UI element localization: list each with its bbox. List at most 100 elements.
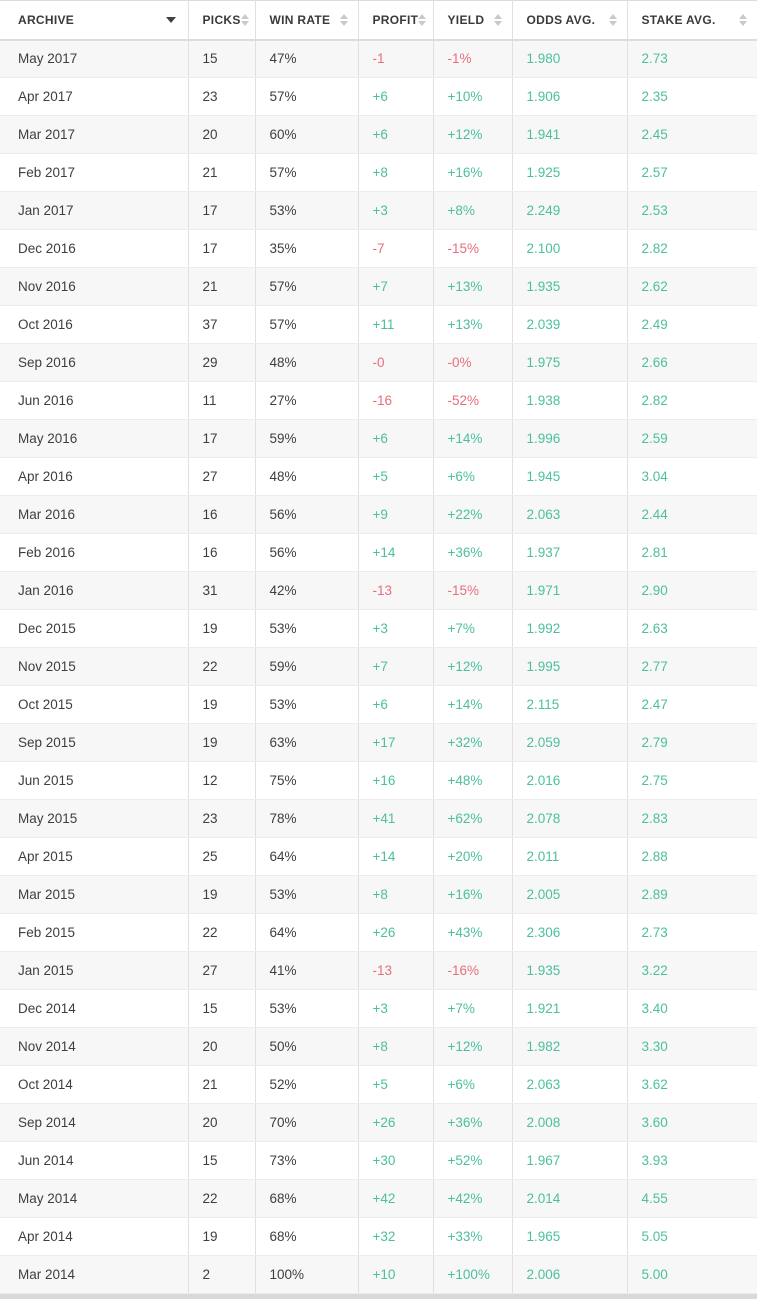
stake-avg-cell: 2.57	[627, 153, 757, 192]
picks-cell: 25	[188, 837, 256, 876]
picks-cell: 15	[188, 1141, 256, 1180]
odds-avg-cell: 2.063	[512, 495, 628, 534]
archive-month-row[interactable]: Sep 2015 19 63% +17 +32% 2.059 2.79	[0, 723, 757, 762]
archive-month-row[interactable]: Jun 2014 15 73% +30 +52% 1.967 3.93	[0, 1141, 757, 1180]
archive-cell: Jan 2016	[0, 571, 189, 610]
archive-month-row[interactable]: Oct 2015 19 53% +6 +14% 2.115 2.47	[0, 685, 757, 724]
archive-month-row[interactable]: Nov 2014 20 50% +8 +12% 1.982 3.30	[0, 1027, 757, 1066]
stake-avg-cell: 2.83	[627, 799, 757, 838]
win-rate-cell: 27%	[255, 381, 359, 420]
profit-cell: -13	[358, 951, 434, 990]
odds-avg-cell: 2.249	[512, 191, 628, 230]
odds-avg-cell: 1.975	[512, 343, 628, 382]
archive-cell: Oct 2015	[0, 685, 189, 724]
archive-cell: Mar 2016	[0, 495, 189, 534]
stake-avg-cell: 2.75	[627, 761, 757, 800]
stake-avg-cell: 2.63	[627, 609, 757, 648]
odds-avg-cell: 1.967	[512, 1141, 628, 1180]
yield-cell: +7%	[433, 989, 513, 1028]
stake-avg-cell: 3.93	[627, 1141, 757, 1180]
odds-avg-cell: 1.980	[512, 39, 628, 78]
archive-month-row[interactable]: Dec 2014 15 53% +3 +7% 1.921 3.40	[0, 989, 757, 1028]
profit-cell: +3	[358, 191, 434, 230]
stake-avg-cell: 5.00	[627, 1255, 757, 1294]
archive-month-row[interactable]: Feb 2015 22 64% +26 +43% 2.306 2.73	[0, 913, 757, 952]
archive-month-row[interactable]: May 2017 15 47% -1 -1% 1.980 2.73	[0, 39, 757, 78]
archive-month-row[interactable]: Jun 2016 11 27% -16 -52% 1.938 2.82	[0, 381, 757, 420]
win-rate-cell: 75%	[255, 761, 359, 800]
picks-cell: 23	[188, 799, 256, 838]
column-header-picks[interactable]: PICKS	[188, 0, 256, 41]
archive-cell: Oct 2014	[0, 1065, 189, 1104]
stake-avg-cell: 4.55	[627, 1179, 757, 1218]
archive-month-row[interactable]: May 2014 22 68% +42 +42% 2.014 4.55	[0, 1179, 757, 1218]
archive-month-row[interactable]: Dec 2015 19 53% +3 +7% 1.992 2.63	[0, 609, 757, 648]
column-header-odds-avg[interactable]: ODDS AVG.	[512, 0, 628, 41]
stake-avg-cell: 2.44	[627, 495, 757, 534]
column-header-yield[interactable]: YIELD	[433, 0, 513, 41]
picks-cell: 31	[188, 571, 256, 610]
archive-month-row[interactable]: Mar 2017 20 60% +6 +12% 1.941 2.45	[0, 115, 757, 154]
archive-month-row[interactable]: Jan 2016 31 42% -13 -15% 1.971 2.90	[0, 571, 757, 610]
win-rate-cell: 53%	[255, 875, 359, 914]
yield-cell: -1%	[433, 39, 513, 78]
archive-month-row[interactable]: May 2016 17 59% +6 +14% 1.996 2.59	[0, 419, 757, 458]
yield-cell: +12%	[433, 1027, 513, 1066]
win-rate-cell: 47%	[255, 39, 359, 78]
yield-cell: -52%	[433, 381, 513, 420]
yield-cell: -0%	[433, 343, 513, 382]
profit-cell: +42	[358, 1179, 434, 1218]
picks-cell: 21	[188, 267, 256, 306]
odds-avg-cell: 2.059	[512, 723, 628, 762]
profit-cell: -7	[358, 229, 434, 268]
column-header-profit[interactable]: PROFIT	[358, 0, 434, 41]
profit-cell: +41	[358, 799, 434, 838]
picks-cell: 21	[188, 153, 256, 192]
archive-month-row[interactable]: Nov 2016 21 57% +7 +13% 1.935 2.62	[0, 267, 757, 306]
archive-month-row[interactable]: Sep 2016 29 48% -0 -0% 1.975 2.66	[0, 343, 757, 382]
win-rate-cell: 70%	[255, 1103, 359, 1142]
yield-cell: +16%	[433, 875, 513, 914]
profit-cell: +6	[358, 115, 434, 154]
archive-month-row[interactable]: Mar 2014 2 100% +10 +100% 2.006 5.00	[0, 1255, 757, 1294]
archive-month-row[interactable]: Feb 2017 21 57% +8 +16% 1.925 2.57	[0, 153, 757, 192]
stake-avg-cell: 2.45	[627, 115, 757, 154]
archive-month-row[interactable]: Jan 2017 17 53% +3 +8% 2.249 2.53	[0, 191, 757, 230]
sort-descending-icon	[165, 16, 176, 23]
archive-month-row[interactable]: Apr 2015 25 64% +14 +20% 2.011 2.88	[0, 837, 757, 876]
picks-cell: 15	[188, 39, 256, 78]
sort-toggle-icon	[418, 13, 427, 26]
odds-avg-cell: 1.971	[512, 571, 628, 610]
profit-cell: +5	[358, 457, 434, 496]
archive-month-row[interactable]: Dec 2016 17 35% -7 -15% 2.100 2.82	[0, 229, 757, 268]
archive-cell: Oct 2016	[0, 305, 189, 344]
archive-month-row[interactable]: Feb 2016 16 56% +14 +36% 1.937 2.81	[0, 533, 757, 572]
archive-month-row[interactable]: Sep 2014 20 70% +26 +36% 2.008 3.60	[0, 1103, 757, 1142]
archive-month-row[interactable]: Apr 2014 19 68% +32 +33% 1.965 5.05	[0, 1217, 757, 1256]
archive-month-row[interactable]: Jun 2015 12 75% +16 +48% 2.016 2.75	[0, 761, 757, 800]
archive-month-row[interactable]: Mar 2015 19 53% +8 +16% 2.005 2.89	[0, 875, 757, 914]
archive-month-row[interactable]: Oct 2016 37 57% +11 +13% 2.039 2.49	[0, 305, 757, 344]
column-header-stake-avg[interactable]: STAKE AVG.	[627, 0, 757, 41]
column-label-yield: YIELD	[447, 12, 485, 27]
archive-month-row[interactable]: May 2015 23 78% +41 +62% 2.078 2.83	[0, 799, 757, 838]
profit-cell: +3	[358, 609, 434, 648]
win-rate-cell: 73%	[255, 1141, 359, 1180]
archive-month-row[interactable]: Apr 2017 23 57% +6 +10% 1.906 2.35	[0, 77, 757, 116]
column-header-win-rate[interactable]: WIN RATE	[255, 0, 359, 41]
odds-avg-cell: 2.306	[512, 913, 628, 952]
archive-month-row[interactable]: Oct 2014 21 52% +5 +6% 2.063 3.62	[0, 1065, 757, 1104]
archive-month-row[interactable]: Mar 2016 16 56% +9 +22% 2.063 2.44	[0, 495, 757, 534]
picks-cell: 16	[188, 495, 256, 534]
odds-avg-cell: 1.921	[512, 989, 628, 1028]
profit-cell: +11	[358, 305, 434, 344]
archive-month-row[interactable]: Apr 2016 27 48% +5 +6% 1.945 3.04	[0, 457, 757, 496]
archive-month-row[interactable]: Nov 2015 22 59% +7 +12% 1.995 2.77	[0, 647, 757, 686]
column-header-archive[interactable]: ARCHIVE	[0, 0, 189, 41]
profit-cell: +32	[358, 1217, 434, 1256]
win-rate-cell: 63%	[255, 723, 359, 762]
odds-avg-cell: 1.925	[512, 153, 628, 192]
archive-cell: May 2017	[0, 39, 189, 78]
archive-cell: May 2015	[0, 799, 189, 838]
archive-month-row[interactable]: Jan 2015 27 41% -13 -16% 1.935 3.22	[0, 951, 757, 990]
